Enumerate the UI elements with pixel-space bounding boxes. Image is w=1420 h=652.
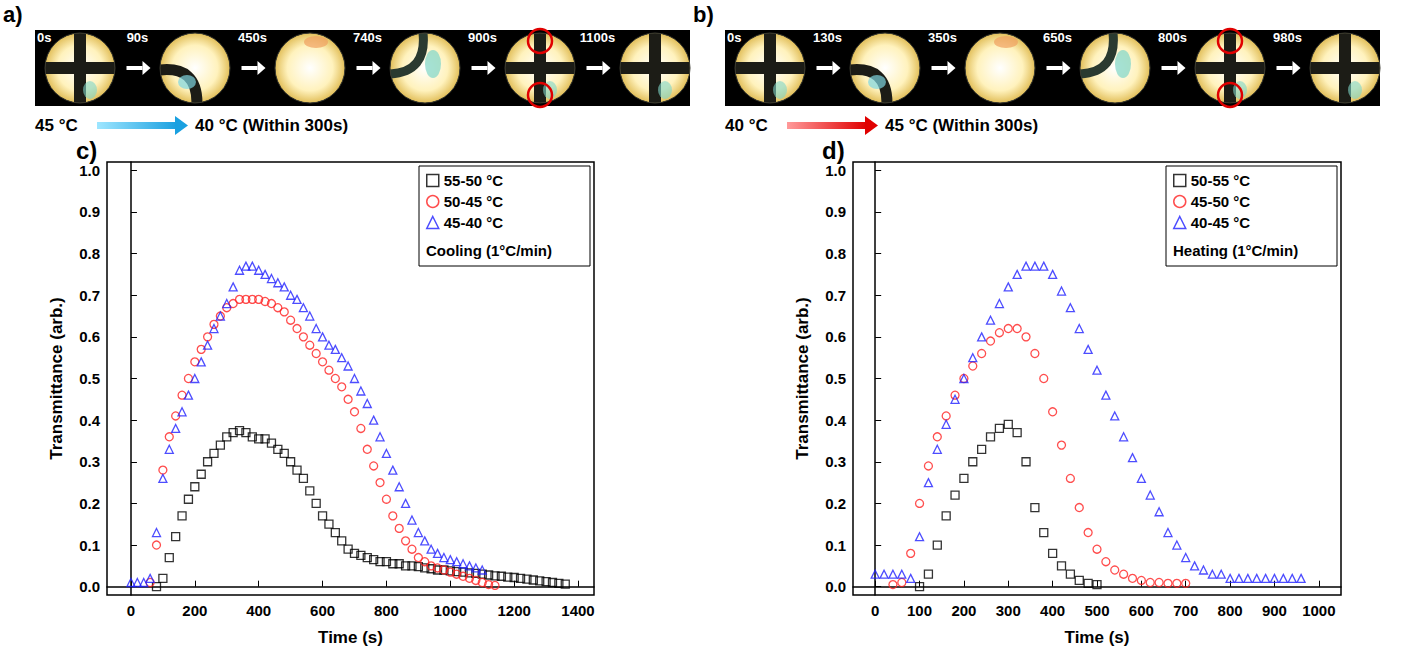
svg-text:0.1: 0.1: [825, 537, 846, 554]
svg-text:500: 500: [1084, 602, 1109, 619]
svg-text:d): d): [822, 138, 845, 164]
svg-text:100: 100: [907, 602, 932, 619]
svg-text:45 °C: 45 °C: [35, 116, 78, 135]
svg-text:a): a): [3, 2, 23, 27]
svg-text:0.3: 0.3: [825, 453, 846, 470]
svg-text:1100s: 1100s: [580, 30, 615, 45]
svg-text:0: 0: [871, 602, 879, 619]
svg-text:0.8: 0.8: [79, 245, 100, 262]
svg-text:650s: 650s: [1043, 30, 1072, 45]
svg-text:45-50 °C: 45-50 °C: [1191, 193, 1251, 210]
svg-text:450s: 450s: [238, 30, 267, 45]
svg-text:Heating (1°C/min): Heating (1°C/min): [1173, 242, 1298, 259]
svg-text:0.5: 0.5: [79, 370, 100, 387]
svg-text:900s: 900s: [468, 30, 497, 45]
svg-text:0.9: 0.9: [825, 203, 846, 220]
svg-text:600: 600: [1129, 602, 1154, 619]
svg-text:b): b): [693, 2, 714, 27]
svg-text:Transmittance (arb.): Transmittance (arb.): [47, 297, 66, 460]
svg-text:0.0: 0.0: [825, 578, 846, 595]
svg-text:800: 800: [1218, 602, 1243, 619]
svg-text:Transmittance (arb.): Transmittance (arb.): [793, 297, 812, 460]
svg-text:1400: 1400: [561, 602, 594, 619]
svg-text:c): c): [76, 138, 97, 164]
svg-text:700: 700: [1173, 602, 1198, 619]
svg-text:50-55 °C: 50-55 °C: [1191, 172, 1251, 189]
svg-text:0.9: 0.9: [79, 203, 100, 220]
svg-text:0: 0: [127, 602, 135, 619]
svg-text:0.4: 0.4: [79, 412, 101, 429]
svg-text:300: 300: [996, 602, 1021, 619]
svg-text:0s: 0s: [37, 30, 51, 45]
svg-text:45-40 °C: 45-40 °C: [444, 214, 504, 231]
svg-text:40-45 °C: 40-45 °C: [1191, 214, 1251, 231]
svg-text:0.1: 0.1: [79, 537, 100, 554]
svg-text:800s: 800s: [1158, 30, 1187, 45]
svg-text:400: 400: [1040, 602, 1065, 619]
svg-text:0s: 0s: [727, 30, 741, 45]
svg-text:0.7: 0.7: [825, 287, 846, 304]
svg-text:40 °C: 40 °C: [725, 116, 768, 135]
svg-text:1000: 1000: [434, 602, 467, 619]
svg-text:0.2: 0.2: [79, 495, 100, 512]
svg-text:1200: 1200: [497, 602, 530, 619]
svg-text:200: 200: [182, 602, 207, 619]
svg-text:900: 900: [1262, 602, 1287, 619]
svg-text:Time (s): Time (s): [318, 628, 383, 647]
svg-text:40 °C (Within 300s): 40 °C (Within 300s): [195, 116, 348, 135]
svg-text:0.5: 0.5: [825, 370, 846, 387]
svg-text:980s: 980s: [1273, 30, 1302, 45]
svg-text:1000: 1000: [1302, 602, 1335, 619]
svg-text:0.4: 0.4: [825, 412, 847, 429]
svg-text:45 °C (Within 300s): 45 °C (Within 300s): [885, 116, 1038, 135]
svg-text:1.0: 1.0: [825, 162, 846, 179]
svg-text:800: 800: [374, 602, 399, 619]
svg-text:1.0: 1.0: [79, 162, 100, 179]
svg-text:55-50 °C: 55-50 °C: [444, 172, 504, 189]
svg-text:Cooling (1°C/min): Cooling (1°C/min): [426, 242, 552, 259]
svg-text:0.2: 0.2: [825, 495, 846, 512]
svg-text:0.6: 0.6: [79, 328, 100, 345]
svg-text:0.8: 0.8: [825, 245, 846, 262]
svg-text:600: 600: [310, 602, 335, 619]
svg-text:0.6: 0.6: [825, 328, 846, 345]
svg-text:50-45 °C: 50-45 °C: [444, 193, 504, 210]
svg-text:90s: 90s: [127, 30, 149, 45]
svg-text:740s: 740s: [353, 30, 382, 45]
svg-text:0.3: 0.3: [79, 453, 100, 470]
svg-text:200: 200: [951, 602, 976, 619]
svg-text:400: 400: [246, 602, 271, 619]
svg-text:350s: 350s: [928, 30, 957, 45]
svg-text:0.0: 0.0: [79, 578, 100, 595]
svg-text:Time (s): Time (s): [1065, 628, 1130, 647]
svg-text:0.7: 0.7: [79, 287, 100, 304]
svg-text:130s: 130s: [813, 30, 842, 45]
